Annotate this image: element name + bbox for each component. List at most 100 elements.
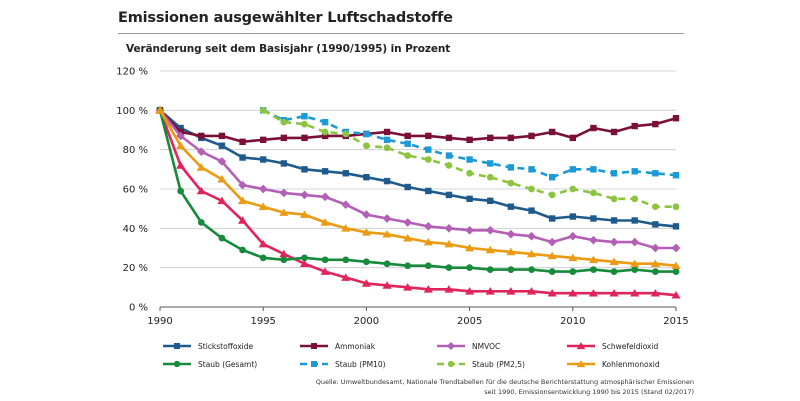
data-point [465, 287, 475, 295]
data-point [382, 230, 392, 238]
series-line [158, 109, 676, 250]
data-point [361, 279, 371, 287]
data-point [321, 168, 329, 175]
data-point [363, 130, 370, 138]
data-point [361, 228, 371, 236]
data-point [652, 221, 659, 228]
data-point [548, 268, 556, 275]
x-tick-label: 1990 [147, 316, 172, 327]
data-point [237, 216, 248, 224]
data-point [321, 128, 329, 136]
legend-item-staub-pm10: Staub (PM10) [300, 360, 386, 369]
data-point [568, 253, 578, 262]
data-point [547, 251, 557, 260]
data-point [506, 229, 516, 239]
series-nmvoc [155, 106, 681, 253]
legend-label: NMVOC [472, 342, 500, 351]
legend-swatch-marker [311, 361, 317, 367]
y-tick-label: 120 % [116, 67, 148, 78]
legend-label: Stickstoffoxide [198, 342, 253, 351]
data-point [444, 239, 454, 248]
data-point [362, 210, 371, 219]
gridlines [160, 70, 676, 308]
data-point [423, 285, 433, 293]
data-point [671, 261, 681, 270]
data-point [258, 239, 268, 248]
data-point [590, 124, 597, 132]
data-point [671, 243, 681, 253]
data-point [631, 122, 638, 130]
y-tick-label: 40 % [123, 224, 148, 235]
data-point [610, 128, 618, 136]
data-point [631, 266, 639, 273]
series-layer [155, 106, 681, 299]
data-point [486, 173, 494, 181]
data-point [218, 234, 226, 242]
data-point [196, 163, 206, 171]
data-point [487, 197, 494, 204]
legend-label: Staub (Gesamt) [198, 360, 257, 369]
data-point [239, 154, 246, 161]
data-point [259, 254, 267, 262]
data-point [631, 217, 638, 224]
data-point [383, 144, 391, 152]
data-point [568, 289, 578, 297]
data-point [485, 287, 495, 295]
data-point [423, 237, 433, 246]
data-point [299, 259, 310, 268]
data-point [425, 132, 432, 140]
data-point [485, 225, 495, 235]
data-point [548, 174, 556, 181]
data-point [321, 118, 329, 126]
data-point [341, 224, 351, 232]
data-point [465, 225, 474, 235]
data-point [528, 185, 535, 193]
data-point [588, 255, 599, 264]
data-point [237, 196, 248, 205]
series-staub-gesamt [156, 106, 680, 275]
data-point [382, 281, 392, 289]
data-point [280, 118, 288, 126]
data-point [528, 132, 535, 140]
chart-title: Emissionen ausgewählter Luftschadstoffe [118, 10, 453, 26]
data-point [630, 289, 640, 297]
data-point [631, 195, 639, 203]
data-point [341, 273, 351, 281]
data-point [630, 237, 640, 247]
data-point [404, 132, 411, 140]
data-point [258, 202, 268, 211]
data-point [280, 160, 288, 167]
data-point [424, 222, 433, 231]
x-tick-label: 2010 [560, 316, 585, 327]
data-point [404, 152, 412, 159]
legend-label: Schwefeldioxid [602, 342, 658, 351]
data-point [176, 131, 185, 141]
data-point [507, 179, 515, 187]
data-point [341, 200, 351, 210]
y-tick-label: 100 % [116, 106, 148, 117]
data-point [672, 172, 680, 179]
data-point [672, 268, 680, 275]
data-point [403, 218, 412, 227]
data-point [176, 161, 186, 169]
data-point [218, 142, 226, 149]
series-line [159, 109, 677, 228]
legend-item-nmvoc: NMVOC [437, 342, 500, 351]
legend-item-stickstoffoxide: Stickstoffoxide [163, 342, 253, 351]
data-point [466, 195, 473, 203]
data-point [301, 120, 308, 128]
data-point [424, 262, 432, 270]
data-point [321, 256, 329, 264]
data-point [301, 113, 308, 120]
data-point [590, 166, 597, 173]
data-point [363, 258, 370, 266]
data-point [238, 180, 247, 190]
data-point [547, 237, 557, 247]
data-point [630, 259, 640, 268]
data-point [196, 147, 206, 156]
data-point [404, 262, 412, 270]
data-point [301, 166, 308, 173]
y-tick-label: 80 % [123, 145, 148, 156]
data-point [672, 203, 680, 211]
y-tick-label: 0 % [129, 303, 148, 314]
